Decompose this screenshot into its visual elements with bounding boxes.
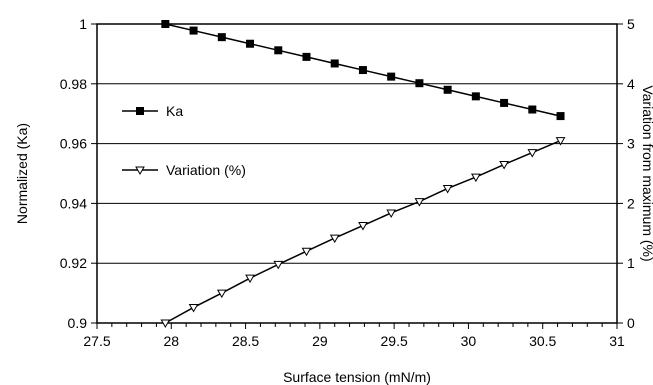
x-tick-label: 31 [609, 333, 625, 349]
data-point [443, 85, 452, 94]
x-axis: 27.5 28 28.5 29 29.5 30 30.5 31 [83, 323, 625, 349]
data-point [386, 209, 397, 218]
data-point [330, 59, 339, 68]
data-point [217, 33, 226, 42]
y2-tick-label: 4 [627, 76, 635, 92]
data-point [302, 52, 311, 61]
x-tick-label: 28.5 [232, 333, 259, 349]
legend-item: Ka [122, 103, 183, 119]
grid [97, 83, 617, 264]
y2-tick-label: 2 [627, 195, 635, 211]
data-point [358, 222, 368, 231]
data-point [245, 274, 255, 284]
data-point [415, 79, 424, 88]
legend: Ka Variation (%) [122, 103, 246, 178]
data-point [528, 105, 537, 114]
legend-marker [135, 166, 145, 176]
legend-item: Variation (%) [122, 162, 246, 178]
data-point [556, 112, 565, 121]
x-tick-label: 30.5 [529, 333, 556, 349]
y2-axis-label: Variation from maximum (%) [640, 85, 653, 261]
data-point [161, 20, 170, 28]
y-tick-label: 1 [79, 16, 87, 32]
legend-label: Variation (%) [166, 162, 246, 178]
data-point [358, 66, 367, 75]
data-point [471, 92, 480, 101]
x-tick-label: 30 [461, 333, 477, 349]
series-ka [161, 20, 565, 121]
y2-axis: 0 1 2 3 4 5 [617, 16, 635, 331]
plot-area [96, 23, 618, 324]
y-tick-label: 0.94 [60, 195, 87, 211]
data-point [527, 149, 538, 158]
data-point [500, 98, 509, 107]
data-point [216, 289, 227, 299]
x-axis-label: Surface tension (mN/m) [283, 369, 431, 385]
y-tick-label: 0.9 [68, 315, 88, 331]
data-point [442, 184, 453, 194]
data-point [387, 72, 396, 81]
x-tick-label: 28 [163, 333, 179, 349]
y2-tick-label: 1 [627, 255, 635, 271]
data-point [329, 234, 340, 244]
data-point [414, 198, 425, 207]
y-tick-label: 0.92 [60, 255, 87, 271]
data-point [301, 247, 312, 257]
y2-tick-label: 3 [627, 136, 635, 152]
data-point [246, 39, 255, 48]
x-tick-label: 27.5 [83, 333, 110, 349]
data-point [274, 46, 283, 55]
y-tick-label: 0.98 [60, 76, 87, 92]
x-tick-label: 29 [312, 333, 328, 349]
y-tick-label: 0.96 [60, 136, 87, 152]
data-point [555, 137, 566, 146]
data-point [160, 319, 171, 329]
y2-tick-label: 5 [627, 16, 635, 32]
x-tick-label: 29.5 [381, 333, 408, 349]
data-point [188, 303, 199, 313]
y-axis: 0.9 0.92 0.94 0.96 0.98 1 [60, 16, 97, 331]
data-point [470, 173, 481, 183]
legend-label: Ka [166, 103, 183, 119]
y-axis-label: Normalized (Ka) [14, 123, 30, 224]
data-point [499, 161, 509, 170]
legend-marker [136, 107, 144, 115]
series-variation [160, 137, 566, 329]
series-layer [160, 20, 566, 329]
y2-tick-label: 0 [627, 315, 635, 331]
data-point [189, 26, 198, 35]
data-point [273, 260, 284, 270]
